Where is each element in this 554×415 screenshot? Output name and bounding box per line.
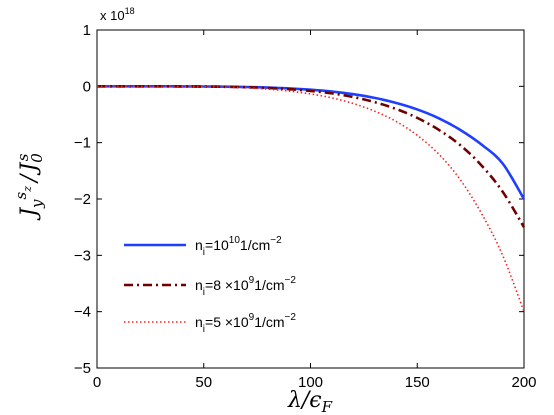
y-multiplier-exponent: 18	[125, 6, 135, 16]
legend-label-2: ni=8 ×1091/cm−2	[195, 275, 296, 298]
legend: ni=10101/cm−2 ni=8 ×1091/cm−2 ni=5 ×1091/c…	[112, 228, 334, 338]
y-multiplier-base: x 10	[100, 8, 125, 23]
x-axis-label: λ/ϵF	[287, 388, 333, 415]
y-tick-label: 0	[83, 78, 91, 95]
y-tick-label: −5	[74, 360, 91, 377]
legend-label-1: ni=10101/cm−2	[195, 235, 282, 258]
y-axis-label: Jysz/J0s	[12, 153, 46, 221]
y-tick-label: −4	[74, 304, 91, 321]
series-line-3	[96, 85, 525, 312]
legend-box	[112, 228, 334, 338]
x-tick-label: 150	[405, 374, 430, 391]
tick-labels: 0 50 100 150 200 1 0 −1 −2 −3 −4 −5	[74, 22, 537, 391]
x-tick-label: 100	[298, 374, 323, 391]
y-tick-label: −2	[74, 191, 91, 208]
y-tick-label: −3	[74, 247, 91, 264]
series-line-2	[96, 85, 526, 228]
legend-label-3: ni=5 ×1091/cm−2	[195, 312, 296, 335]
y-axis-label-text: Jysz/J0s	[12, 153, 46, 221]
x-tick-label: 50	[195, 374, 212, 391]
y-tick-label: 1	[83, 22, 91, 39]
y-multiplier: x 1018	[100, 6, 135, 23]
y-tick-label: −1	[74, 135, 91, 152]
x-tick-label: 0	[93, 374, 101, 391]
x-tick-label: 200	[511, 374, 536, 391]
series-lines	[96, 85, 526, 312]
